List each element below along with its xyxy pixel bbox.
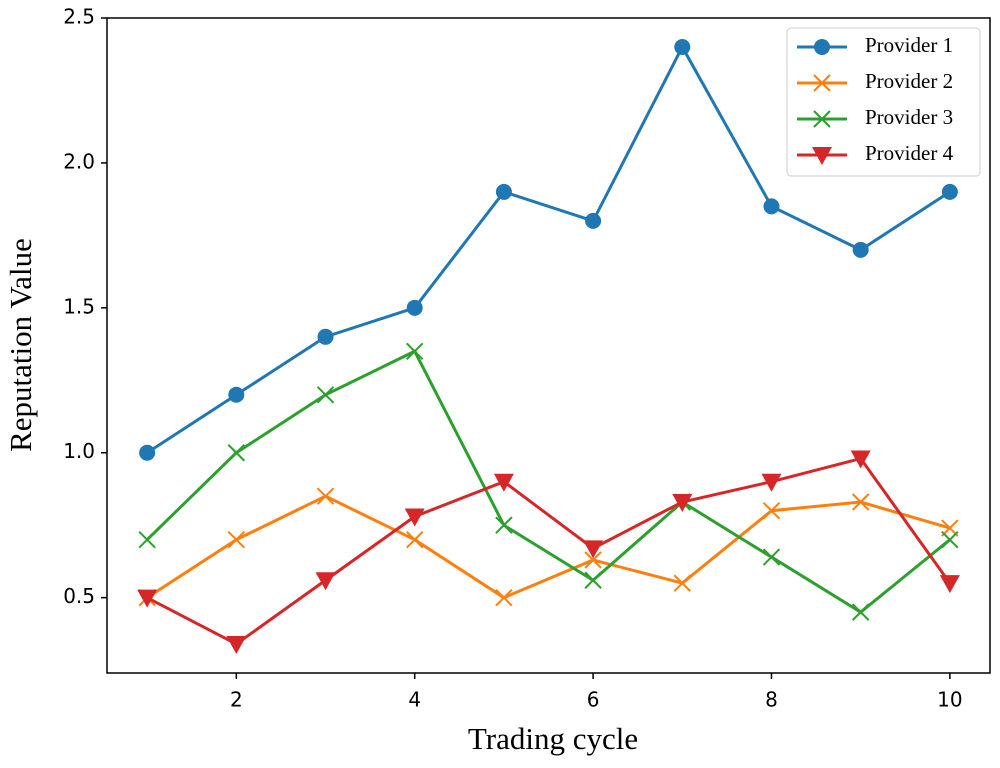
marker bbox=[761, 473, 782, 492]
marker-stroke bbox=[813, 110, 831, 128]
marker-stroke bbox=[316, 487, 335, 505]
marker bbox=[226, 636, 247, 655]
marker bbox=[137, 589, 158, 608]
x-tick-label: 6 bbox=[587, 688, 600, 712]
y-tick-label: 1.5 bbox=[63, 294, 95, 318]
marker bbox=[406, 299, 423, 316]
marker-stroke bbox=[851, 603, 870, 621]
marker bbox=[138, 530, 156, 549]
marker bbox=[316, 386, 335, 404]
marker bbox=[584, 571, 602, 589]
marker bbox=[851, 603, 870, 621]
marker bbox=[228, 386, 245, 403]
series-line bbox=[146, 456, 952, 646]
marker bbox=[851, 493, 870, 511]
legend-box bbox=[786, 27, 981, 177]
marker bbox=[850, 450, 871, 469]
x-tick-label: 4 bbox=[408, 688, 421, 712]
marker-stroke bbox=[813, 74, 831, 92]
marker bbox=[673, 574, 691, 592]
marker bbox=[406, 530, 424, 549]
marker-stroke bbox=[941, 530, 959, 549]
marker-stroke bbox=[762, 548, 781, 566]
x-tick-label: 2 bbox=[230, 688, 243, 712]
marker bbox=[813, 110, 831, 128]
marker bbox=[674, 38, 691, 55]
y-tick-label: 2.0 bbox=[63, 149, 95, 173]
marker bbox=[763, 198, 780, 215]
marker bbox=[139, 444, 156, 461]
marker-stroke bbox=[673, 574, 691, 592]
marker bbox=[495, 588, 513, 607]
marker bbox=[493, 473, 514, 492]
marker bbox=[813, 74, 831, 92]
marker-stroke bbox=[406, 530, 424, 549]
x-axis-label: Trading cycle bbox=[468, 721, 638, 756]
marker bbox=[317, 328, 334, 345]
marker bbox=[762, 548, 781, 566]
marker-stroke bbox=[851, 493, 870, 511]
marker bbox=[316, 487, 335, 505]
series-line bbox=[146, 494, 951, 600]
marker bbox=[583, 540, 604, 559]
marker bbox=[495, 183, 512, 200]
marker bbox=[672, 494, 693, 513]
marker-stroke bbox=[495, 516, 513, 534]
marker-stroke bbox=[584, 551, 602, 569]
marker bbox=[584, 551, 602, 569]
legend-label: Provider 4 bbox=[865, 141, 954, 165]
marker bbox=[406, 342, 424, 361]
marker bbox=[315, 572, 336, 591]
legend-label: Provider 3 bbox=[865, 105, 953, 129]
x-tick-label: 8 bbox=[765, 688, 778, 712]
marker bbox=[812, 147, 832, 165]
marker bbox=[941, 530, 959, 549]
marker bbox=[852, 241, 869, 258]
marker-stroke bbox=[227, 530, 246, 549]
y-tick-label: 0.5 bbox=[63, 584, 95, 608]
marker bbox=[762, 501, 781, 520]
legend-label: Provider 2 bbox=[865, 69, 953, 93]
marker bbox=[404, 508, 425, 527]
marker bbox=[941, 183, 958, 200]
marker bbox=[814, 39, 830, 55]
plot-frame bbox=[106, 17, 991, 674]
marker bbox=[495, 516, 513, 534]
y-tick-label: 1.0 bbox=[63, 439, 95, 463]
series-line bbox=[146, 349, 951, 614]
marker-stroke bbox=[762, 501, 781, 520]
x-tick-label: 10 bbox=[937, 688, 962, 712]
marker-stroke bbox=[138, 530, 156, 549]
y-axis-label: Reputation Value bbox=[3, 238, 38, 452]
marker bbox=[585, 212, 602, 229]
marker-stroke bbox=[406, 342, 424, 361]
marker bbox=[227, 530, 246, 549]
marker-stroke bbox=[495, 588, 513, 607]
marker bbox=[939, 575, 960, 594]
marker-stroke bbox=[316, 386, 335, 404]
marker-stroke bbox=[227, 444, 246, 462]
marker-stroke bbox=[584, 571, 602, 589]
y-tick-label: 2.5 bbox=[63, 5, 95, 29]
series-line bbox=[146, 43, 951, 454]
legend-label: Provider 1 bbox=[865, 33, 953, 57]
marker bbox=[227, 444, 246, 462]
